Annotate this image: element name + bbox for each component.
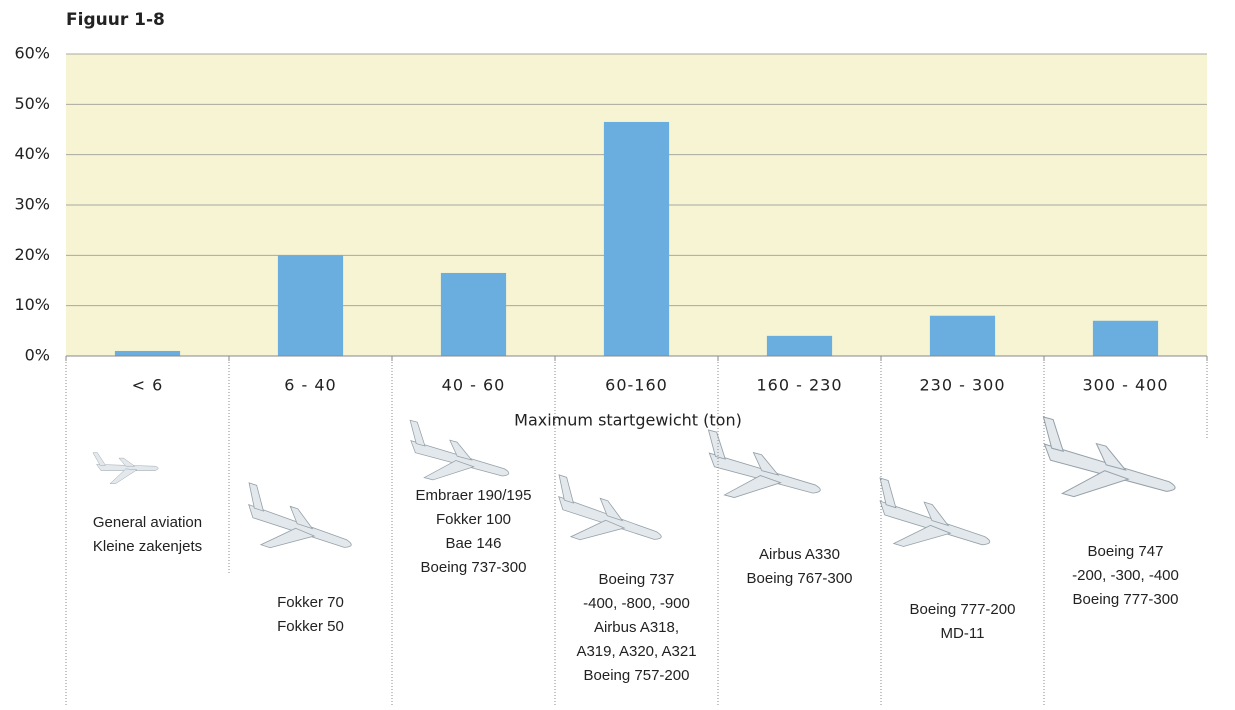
x-tick-label: 160 - 230: [756, 376, 842, 395]
aircraft-label: Fokker 70: [277, 594, 344, 611]
y-tick-label: 60%: [14, 44, 50, 63]
bar: [929, 315, 996, 356]
bar: [766, 335, 833, 356]
aircraft-label: Boeing 777-200: [910, 601, 1016, 618]
aircraft-label: Airbus A318,: [594, 619, 679, 636]
y-tick-label: 30%: [14, 195, 50, 214]
x-axis-title: Maximum startgewicht (ton): [514, 411, 742, 430]
aircraft-label: Fokker 100: [436, 511, 511, 528]
aircraft-label: -200, -300, -400: [1072, 567, 1179, 584]
y-tick-label: 40%: [14, 144, 50, 163]
aircraft-label: Kleine zakenjets: [93, 538, 202, 555]
y-tick-label: 20%: [14, 245, 50, 264]
aircraft-label: Boeing 747: [1088, 543, 1164, 560]
x-tick-label: 40 - 60: [442, 376, 506, 395]
x-tick-label: 6 - 40: [284, 376, 336, 395]
aircraft-label: Boeing 767-300: [747, 570, 853, 587]
aircraft-label: A319, A320, A321: [576, 643, 696, 660]
y-tick-label: 10%: [14, 295, 50, 314]
bar: [603, 121, 670, 356]
aircraft-label: -400, -800, -900: [583, 595, 690, 612]
x-tick-label: 300 - 400: [1082, 376, 1168, 395]
aircraft-label: MD-11: [941, 625, 985, 642]
bar: [277, 255, 344, 356]
aircraft-label: Fokker 50: [277, 618, 344, 635]
aircraft-label: Boeing 777-300: [1073, 591, 1179, 608]
y-tick-label: 0%: [25, 346, 50, 365]
bar: [114, 350, 181, 356]
chart-title: Figuur 1-8: [66, 10, 165, 30]
x-tick-label: 60-160: [605, 376, 668, 395]
aircraft-label: General aviation: [93, 514, 202, 531]
aircraft-label: Bae 146: [446, 535, 502, 552]
bar: [1092, 320, 1159, 356]
aircraft-label: Embraer 190/195: [416, 487, 532, 504]
plane-icons: [92, 416, 1185, 572]
aircraft-label: Boeing 757-200: [584, 667, 690, 684]
y-tick-label: 50%: [14, 94, 50, 113]
x-tick-label: < 6: [132, 376, 164, 395]
bar: [440, 272, 507, 356]
aircraft-label: Airbus A330: [759, 546, 840, 563]
aircraft-label: Boeing 737: [599, 571, 675, 588]
x-tick-label: 230 - 300: [919, 376, 1005, 395]
aircraft-label: Boeing 737-300: [421, 559, 527, 576]
